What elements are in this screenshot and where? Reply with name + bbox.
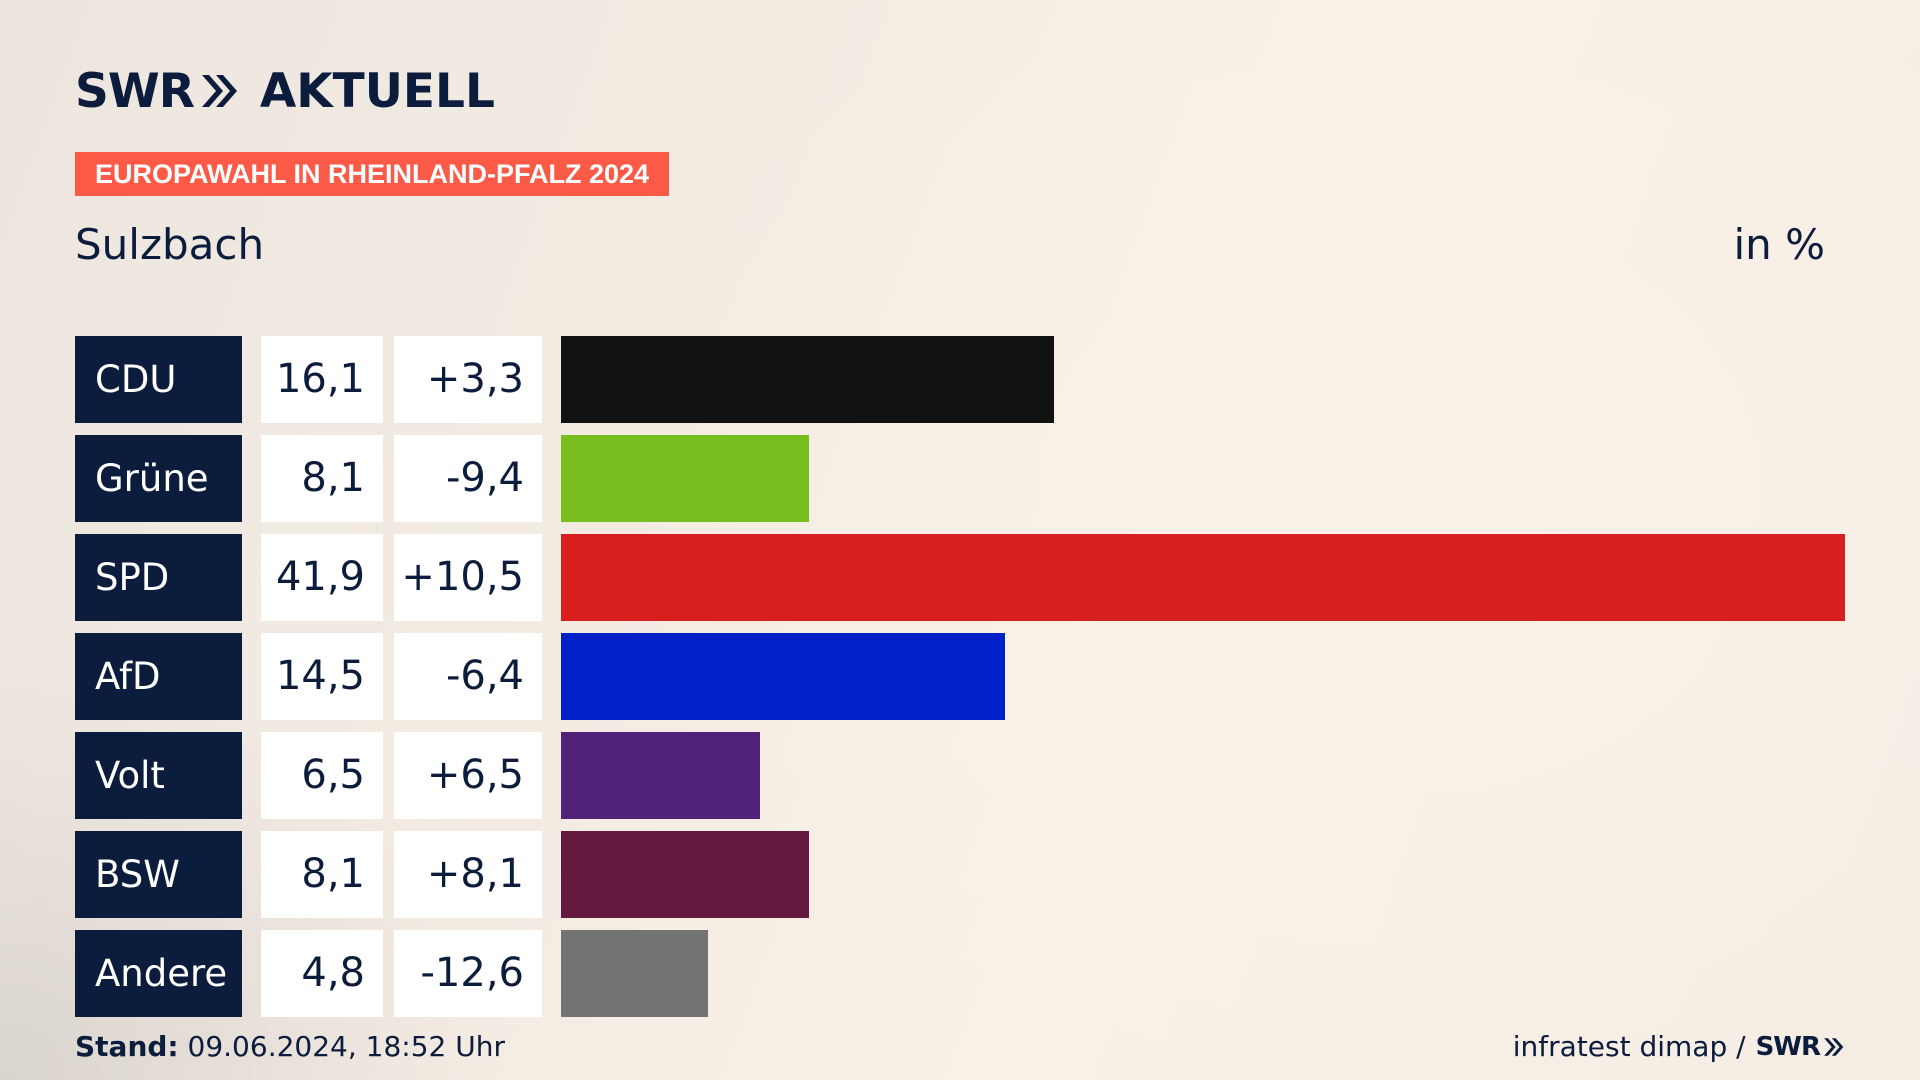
vote-share-value: 4,8 — [261, 930, 383, 1017]
vote-change-value: +10,5 — [394, 534, 542, 621]
bar-spd — [561, 534, 1845, 621]
vote-share-value: 8,1 — [261, 831, 383, 918]
stand-value: 09.06.2024, 18:52 Uhr — [187, 1030, 505, 1063]
vote-share-value: 16,1 — [261, 336, 383, 423]
vote-share-value: 6,5 — [261, 732, 383, 819]
logo-swr-text: SWR — [75, 63, 195, 119]
party-label: AfD — [75, 633, 242, 720]
swr-aktuell-logo: SWR AKTUELL — [75, 63, 495, 119]
stand-label: Stand: — [75, 1030, 179, 1063]
double-chevron-icon — [201, 75, 237, 107]
party-label: Andere — [75, 930, 242, 1017]
table-row: Volt 6,5 +6,5 — [0, 732, 1920, 819]
vote-share-value: 14,5 — [261, 633, 383, 720]
election-badge: EUROPAWAHL IN RHEINLAND-PFALZ 2024 — [75, 152, 670, 196]
vote-change-value: +6,5 — [394, 732, 542, 819]
unit-label: in % — [1733, 220, 1825, 269]
table-row: CDU 16,1 +3,3 — [0, 336, 1920, 423]
bar-afd — [561, 633, 1005, 720]
source-text: infratest dimap / — [1512, 1030, 1746, 1063]
bar-andere — [561, 930, 708, 1017]
table-row: Andere 4,8 -12,6 — [0, 930, 1920, 1017]
party-label: SPD — [75, 534, 242, 621]
bar-bsw — [561, 831, 809, 918]
vote-change-value: -9,4 — [394, 435, 542, 522]
table-row: AfD 14,5 -6,4 — [0, 633, 1920, 720]
vote-share-value: 41,9 — [261, 534, 383, 621]
vote-change-value: +8,1 — [394, 831, 542, 918]
party-label: CDU — [75, 336, 242, 423]
table-row: BSW 8,1 +8,1 — [0, 831, 1920, 918]
region-title: Sulzbach — [75, 220, 265, 269]
double-chevron-icon — [1824, 1037, 1844, 1056]
bar-cdu — [561, 336, 1054, 423]
vote-share-value: 8,1 — [261, 435, 383, 522]
source-credit: infratest dimap / SWR — [1513, 1030, 1845, 1063]
vote-change-value: +3,3 — [394, 336, 542, 423]
vote-change-value: -6,4 — [394, 633, 542, 720]
vote-change-value: -12,6 — [394, 930, 542, 1017]
logo-aktuell-text: AKTUELL — [259, 63, 495, 119]
source-brand: SWR — [1756, 1032, 1845, 1062]
timestamp: Stand: 09.06.2024, 18:52 Uhr — [75, 1030, 505, 1063]
table-row: Grüne 8,1 -9,4 — [0, 435, 1920, 522]
party-label: Volt — [75, 732, 242, 819]
bar-volt — [561, 732, 760, 819]
party-label: BSW — [75, 831, 242, 918]
bar-gr-ne — [561, 435, 809, 522]
table-row: SPD 41,9 +10,5 — [0, 534, 1920, 621]
party-label: Grüne — [75, 435, 242, 522]
source-brand-text: SWR — [1755, 1031, 1821, 1062]
